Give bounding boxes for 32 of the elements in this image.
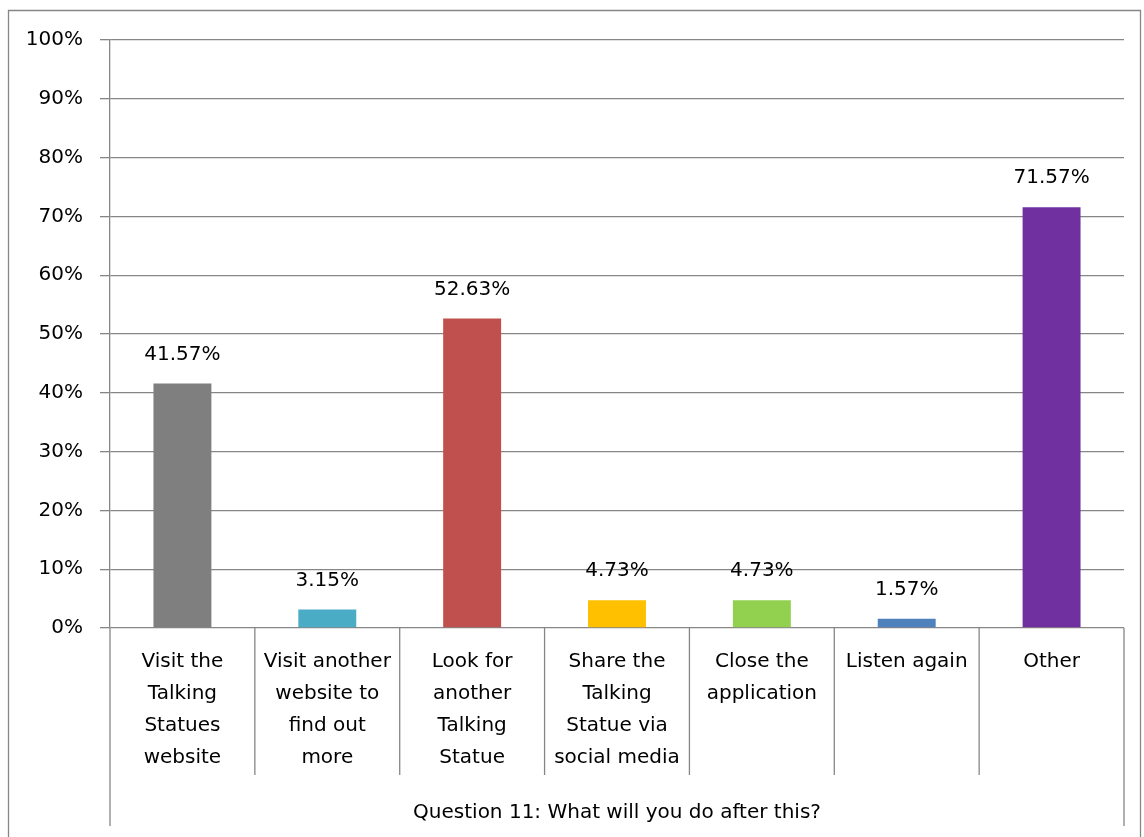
bar: [588, 600, 646, 628]
y-tick-label: 80%: [38, 143, 83, 168]
y-tick-label: 90%: [38, 85, 83, 109]
data-label: 41.57%: [144, 340, 221, 365]
y-tick-label: 10%: [38, 555, 83, 580]
data-label: 1.57%: [874, 575, 939, 600]
bar: [1022, 207, 1081, 628]
x-tick-label: Listen again: [845, 648, 968, 673]
x-axis-title: Question 11: What will you do after this?: [413, 799, 821, 824]
y-tick-label: 100%: [25, 26, 83, 51]
x-tick-label: Visit the Talking Statues website: [141, 648, 224, 769]
bar: [732, 600, 791, 628]
y-tick-label: 50%: [38, 320, 83, 345]
bar: [298, 609, 357, 628]
data-label: 4.73%: [730, 557, 794, 582]
x-tick-label: Share the Talking Statue via social media: [554, 648, 680, 769]
data-label: 3.15%: [295, 566, 360, 591]
y-tick-label: 70%: [38, 202, 83, 227]
y-tick-label: 30%: [38, 437, 83, 462]
bar: [443, 318, 502, 628]
x-tick-label: Visit another website to find out more: [263, 648, 392, 769]
y-tick-label: 60%: [38, 261, 83, 286]
data-label: 52.63%: [434, 275, 511, 300]
data-label: 71.57%: [1013, 164, 1090, 189]
x-tick-label: Close the application: [706, 648, 818, 705]
y-tick-label: 40%: [38, 379, 83, 403]
bar: [877, 618, 936, 628]
y-tick-label: 20%: [38, 496, 83, 521]
x-tick-label: Look for another Talking Statue: [431, 648, 514, 769]
y-tick-label: 0%: [51, 614, 83, 639]
x-tick-label: Other: [1023, 648, 1081, 673]
data-label: 4.73%: [585, 557, 649, 582]
